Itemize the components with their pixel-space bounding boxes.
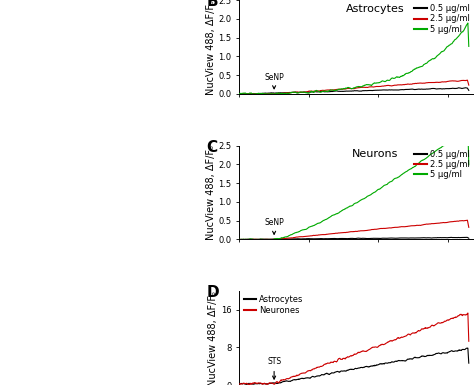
Text: SeNP: SeNP: [264, 73, 284, 89]
Text: B: B: [207, 0, 218, 9]
Text: Astrocytes: Astrocytes: [346, 4, 405, 14]
Text: STS: STS: [267, 357, 281, 379]
Text: C: C: [207, 140, 218, 155]
Legend: 0.5 μg/ml, 2.5 μg/ml, 5 μg/ml: 0.5 μg/ml, 2.5 μg/ml, 5 μg/ml: [414, 4, 470, 33]
Text: SeNP: SeNP: [264, 218, 284, 234]
Text: Neurons: Neurons: [352, 149, 399, 159]
Text: A: A: [5, 12, 17, 27]
Legend: Astrocytes, Neurones: Astrocytes, Neurones: [244, 295, 304, 315]
Legend: 0.5 μg/ml, 2.5 μg/ml, 5 μg/ml: 0.5 μg/ml, 2.5 μg/ml, 5 μg/ml: [414, 150, 470, 179]
Y-axis label: NucView 488, ΔF/Fₒ: NucView 488, ΔF/Fₒ: [208, 291, 219, 385]
Y-axis label: NucView 488, ΔF/Fₒ: NucView 488, ΔF/Fₒ: [206, 145, 216, 240]
Text: D: D: [207, 285, 219, 300]
Y-axis label: NucView 488, ΔF/Fₒ: NucView 488, ΔF/Fₒ: [206, 0, 216, 94]
